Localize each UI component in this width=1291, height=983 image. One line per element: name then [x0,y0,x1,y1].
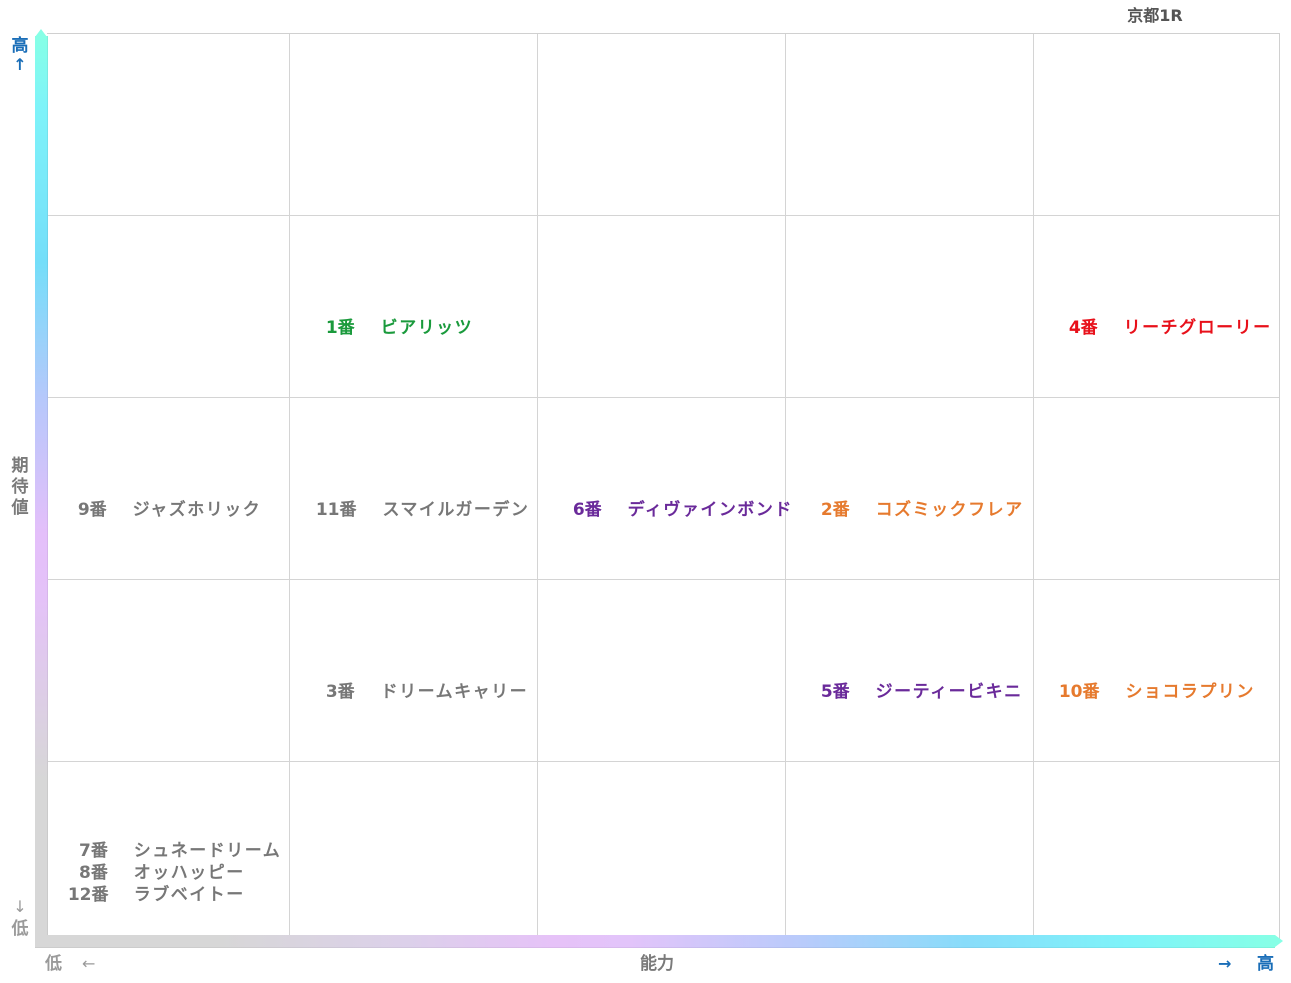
y-axis-high-label: 高 [11,36,29,56]
horse-entry: 11番 スマイルガーデン [301,477,529,521]
x-axis-bar [35,935,1275,948]
horse-number: 5番 [820,682,850,702]
y-axis-down-arrow-icon: ↓ [13,897,27,916]
horse-entry: 10番 ショコラプリン [1044,659,1255,703]
grid-line-horizontal [47,579,1279,580]
horse-name: ジーティービキニ [875,682,1023,702]
x-axis-right-arrow-icon: → [1218,954,1232,973]
y-axis-up-arrow-icon: ↑ [13,55,27,74]
horse-number: 4番 [1068,318,1098,338]
horse-entry: 12番 ラブベイトー [53,862,245,906]
x-axis-low-label: 低 [45,954,62,974]
horse-entry: 9番 ジャズホリック [63,477,261,521]
horse-entry: 5番 ジーティービキニ [806,659,1023,703]
horse-number: 2番 [820,500,850,520]
horse-entry: 1番 ビアリッツ [311,295,473,339]
horse-entry: 3番 ドリームキャリー [311,659,528,703]
grid-line-vertical [785,34,786,942]
y-axis-title-char: 値 [11,498,29,518]
y-axis-bar [35,36,48,942]
horse-name: リーチグローリー [1123,318,1272,338]
x-axis-arrowhead [1275,935,1283,947]
y-axis-title-char: 期 [11,456,29,476]
y-axis-arrowhead [35,29,47,37]
y-axis-title-char: 待 [11,477,29,497]
horse-entry: 6番 ディヴァインボンド [558,477,793,521]
horse-name: ジャズホリック [132,500,262,520]
horse-entry: 2番 コズミックフレア [806,477,1024,521]
grid-line-horizontal [47,215,1279,216]
horse-name: ディヴァインボンド [627,500,793,520]
horse-number: 10番 [1058,682,1100,702]
horse-name: ドリームキャリー [380,682,529,702]
horse-entry: 8番 オッハッピー [53,840,245,884]
horse-number: 11番 [315,500,357,520]
horse-number: 8番 [79,863,108,883]
grid-line-vertical [1033,34,1034,942]
grid-line-horizontal [47,397,1279,398]
horse-number: 1番 [325,318,355,338]
horse-name: オッハッピー [133,863,245,883]
horse-number: 7番 [79,841,108,861]
race-title: 京都1R [1127,6,1183,25]
x-axis-left-arrow-icon: ← [82,954,96,973]
horse-name: ショコラプリン [1125,682,1255,702]
horse-number: 6番 [572,500,602,520]
y-axis-low-label: 低 [11,919,29,939]
horse-number: 3番 [325,682,355,702]
horse-name: ラブベイトー [133,885,245,905]
horse-name: コズミックフレア [875,500,1024,520]
x-axis-high-label: 高 [1257,954,1274,974]
horse-name: ビアリッツ [380,318,474,338]
grid-line-vertical [537,34,538,942]
y-axis-title: 期 待 値 [10,456,30,519]
horse-name: スマイルガーデン [382,500,530,520]
horse-entry: 4番 リーチグローリー [1054,295,1272,339]
x-axis-title: 能力 [640,954,674,974]
grid-line-horizontal [47,761,1279,762]
chart-grid [47,33,1280,942]
horse-name: シュネードリーム [133,841,282,861]
horse-entry: 7番 シュネードリーム [53,818,281,862]
horse-number: 12番 [67,885,109,905]
horse-number: 9番 [77,500,107,520]
grid-line-vertical [289,34,290,942]
